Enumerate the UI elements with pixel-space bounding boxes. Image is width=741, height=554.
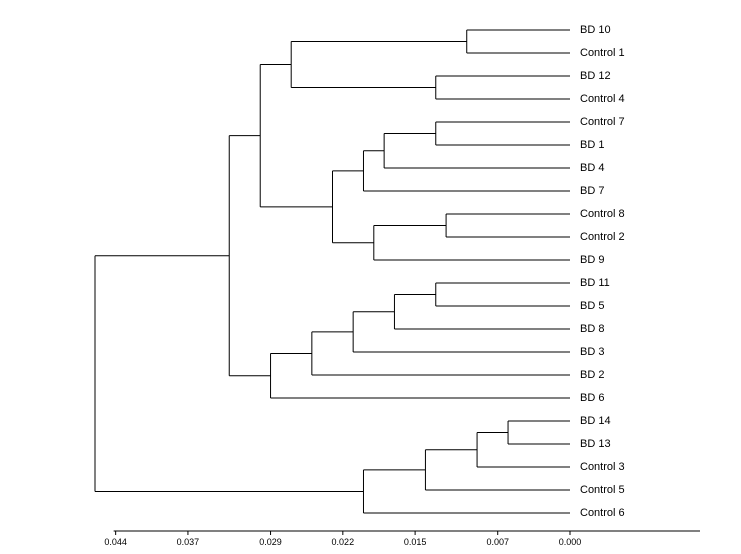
axis-tick-label: 0.044 <box>104 537 127 547</box>
leaf-label: Control 7 <box>580 116 625 128</box>
leaf-label: BD 10 <box>580 24 611 36</box>
axis-tick-label: 0.022 <box>332 537 355 547</box>
leaf-label: BD 8 <box>580 323 604 335</box>
dendrogram-container: BD 10 Control 1 BD 12 Control 4 Control 7 BD … <box>0 0 741 554</box>
leaf-label: Control 4 <box>580 93 625 105</box>
leaf-label: BD 5 <box>580 300 604 312</box>
leaf-label: BD 6 <box>580 392 604 404</box>
leaf-label: BD 1 <box>580 139 604 151</box>
axis-tick-label: 0.000 <box>559 537 582 547</box>
leaf-label: Control 1 <box>580 47 625 59</box>
leaf-label: Control 8 <box>580 208 625 220</box>
leaf-label: Control 3 <box>580 461 625 473</box>
leaf-label: Control 6 <box>580 507 625 519</box>
leaf-label: BD 12 <box>580 70 611 82</box>
leaf-label: BD 7 <box>580 185 604 197</box>
leaf-label: BD 3 <box>580 346 604 358</box>
leaf-label: Control 2 <box>580 231 625 243</box>
axis-tick-label: 0.037 <box>177 537 200 547</box>
leaf-label: BD 4 <box>580 162 604 174</box>
leaf-label: Control 5 <box>580 484 625 496</box>
axis-tick-label: 0.015 <box>404 537 427 547</box>
axis-tick-label: 0.007 <box>486 537 509 547</box>
leaf-label: BD 13 <box>580 438 611 450</box>
leaf-label: BD 11 <box>580 277 610 289</box>
axis-tick-label: 0.029 <box>259 537 282 547</box>
leaf-label: BD 9 <box>580 254 604 266</box>
dendrogram-svg: BD 10 Control 1 BD 12 Control 4 Control 7 BD … <box>0 0 741 554</box>
leaf-label: BD 14 <box>580 415 611 427</box>
leaf-label: BD 2 <box>580 369 604 381</box>
